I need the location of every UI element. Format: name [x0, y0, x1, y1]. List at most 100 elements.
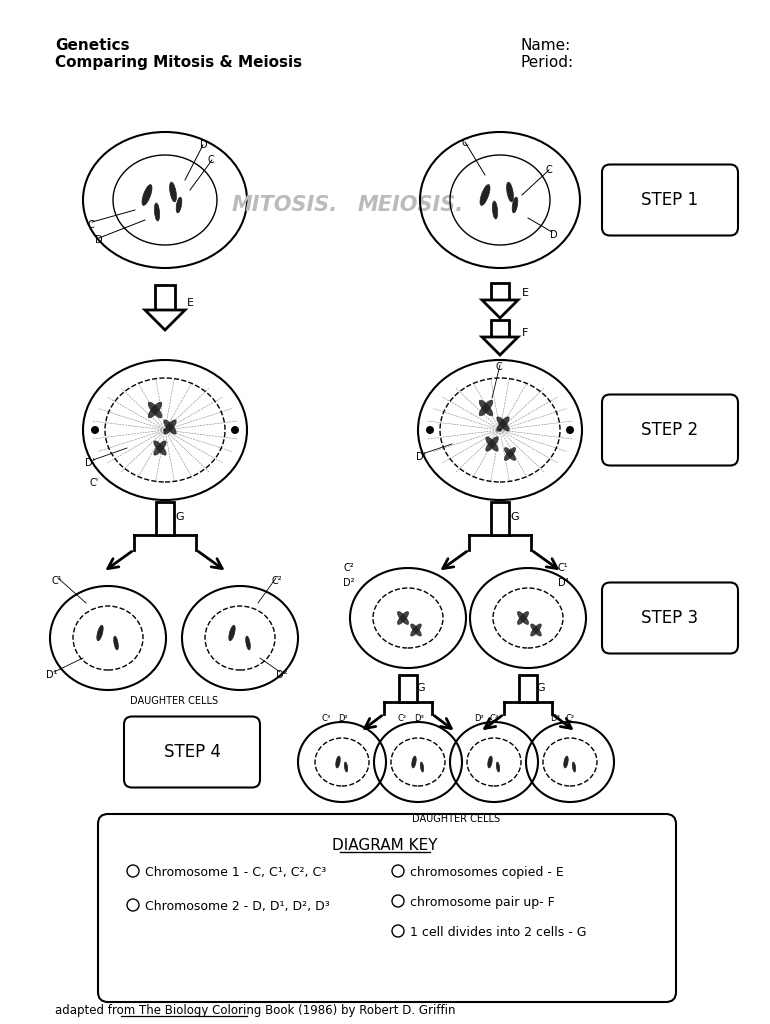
Text: D: D: [550, 230, 557, 240]
Text: G: G: [510, 512, 519, 522]
Text: Period:: Period:: [520, 55, 573, 70]
Text: D: D: [200, 140, 208, 150]
Polygon shape: [519, 675, 537, 702]
Ellipse shape: [492, 201, 497, 219]
Text: C¹: C¹: [558, 563, 568, 573]
Ellipse shape: [497, 417, 509, 431]
Text: D: D: [95, 234, 102, 245]
Ellipse shape: [142, 184, 152, 206]
Polygon shape: [482, 300, 518, 318]
Text: E: E: [187, 298, 194, 308]
Ellipse shape: [531, 624, 541, 636]
Text: C: C: [87, 220, 94, 230]
Text: E: E: [522, 288, 529, 298]
Text: STEP 1: STEP 1: [641, 191, 698, 209]
Text: C²: C²: [566, 714, 575, 723]
Text: chromosome pair up- F: chromosome pair up- F: [410, 896, 554, 909]
Ellipse shape: [164, 420, 176, 434]
Ellipse shape: [487, 756, 492, 768]
Text: STEP 3: STEP 3: [641, 609, 698, 627]
Ellipse shape: [148, 402, 162, 418]
Ellipse shape: [397, 611, 409, 625]
Ellipse shape: [164, 420, 176, 434]
Text: F: F: [522, 328, 528, 338]
Text: C²: C²: [272, 575, 283, 586]
Text: C: C: [207, 155, 214, 165]
Text: DAUGHTER CELLS: DAUGHTER CELLS: [412, 814, 500, 824]
Text: Comparing Mitosis & Meiosis: Comparing Mitosis & Meiosis: [55, 55, 302, 70]
Polygon shape: [491, 319, 509, 337]
Text: D': D': [416, 452, 426, 462]
Text: C: C: [495, 362, 502, 372]
Text: Genetics: Genetics: [55, 38, 129, 53]
Ellipse shape: [410, 624, 421, 636]
Text: chromosomes copied - E: chromosomes copied - E: [410, 866, 564, 879]
Text: Name:: Name:: [520, 38, 571, 53]
Text: D¹: D¹: [558, 578, 570, 588]
Ellipse shape: [420, 762, 424, 772]
Ellipse shape: [512, 197, 518, 213]
Polygon shape: [491, 502, 509, 535]
Ellipse shape: [517, 611, 528, 625]
Text: STEP 2: STEP 2: [641, 421, 698, 439]
Ellipse shape: [504, 447, 516, 461]
Ellipse shape: [344, 762, 347, 772]
Text: Chromosome 2 - D, D¹, D², D³: Chromosome 2 - D, D¹, D², D³: [145, 900, 330, 913]
Text: G: G: [175, 512, 183, 522]
Text: D²: D²: [474, 714, 484, 723]
Text: C¹: C¹: [51, 575, 62, 586]
Ellipse shape: [412, 756, 417, 768]
Text: C²: C²: [343, 563, 353, 573]
Text: D': D': [85, 458, 95, 468]
Ellipse shape: [154, 441, 166, 455]
Text: G: G: [536, 683, 544, 693]
Text: D²: D²: [338, 714, 348, 723]
Ellipse shape: [479, 400, 493, 416]
Text: G: G: [416, 683, 424, 693]
Polygon shape: [491, 283, 509, 300]
Ellipse shape: [410, 624, 421, 636]
Text: MITOSIS.: MITOSIS.: [232, 195, 338, 215]
Text: D¹: D¹: [46, 670, 58, 680]
Ellipse shape: [336, 756, 340, 768]
Ellipse shape: [229, 626, 235, 641]
Text: 1 cell divides into 2 cells - G: 1 cell divides into 2 cells - G: [410, 926, 587, 939]
Ellipse shape: [246, 636, 250, 650]
Text: C²: C²: [398, 714, 407, 723]
Ellipse shape: [479, 400, 493, 416]
Text: C': C': [90, 478, 99, 488]
Polygon shape: [145, 310, 185, 330]
Text: MEIOSIS.: MEIOSIS.: [358, 195, 464, 215]
Ellipse shape: [504, 447, 516, 461]
Text: D³: D³: [414, 714, 424, 723]
Ellipse shape: [497, 417, 509, 431]
Text: D²: D²: [343, 578, 354, 588]
Ellipse shape: [497, 762, 500, 772]
Ellipse shape: [486, 437, 498, 452]
Circle shape: [426, 426, 434, 434]
Polygon shape: [399, 675, 417, 702]
Ellipse shape: [97, 626, 103, 641]
Circle shape: [91, 426, 99, 434]
Ellipse shape: [169, 182, 176, 202]
Text: D³: D³: [550, 714, 560, 723]
Ellipse shape: [176, 197, 182, 213]
Text: DAUGHTER CELLS: DAUGHTER CELLS: [130, 696, 218, 706]
Text: STEP 4: STEP 4: [163, 743, 220, 761]
Ellipse shape: [114, 636, 119, 650]
Ellipse shape: [397, 611, 409, 625]
Ellipse shape: [486, 437, 498, 452]
Polygon shape: [155, 285, 175, 310]
Ellipse shape: [564, 756, 568, 768]
Ellipse shape: [154, 441, 166, 455]
Text: C: C: [462, 138, 469, 148]
Text: adapted from The Biology Coloring Book (1986) by Robert D. Griffin: adapted from The Biology Coloring Book (…: [55, 1004, 456, 1017]
Ellipse shape: [572, 762, 576, 772]
Text: D²: D²: [276, 670, 287, 680]
Ellipse shape: [148, 402, 162, 418]
Text: C: C: [545, 165, 552, 175]
Ellipse shape: [155, 203, 159, 221]
Circle shape: [231, 426, 239, 434]
Text: C³: C³: [490, 714, 499, 723]
Ellipse shape: [507, 182, 514, 202]
